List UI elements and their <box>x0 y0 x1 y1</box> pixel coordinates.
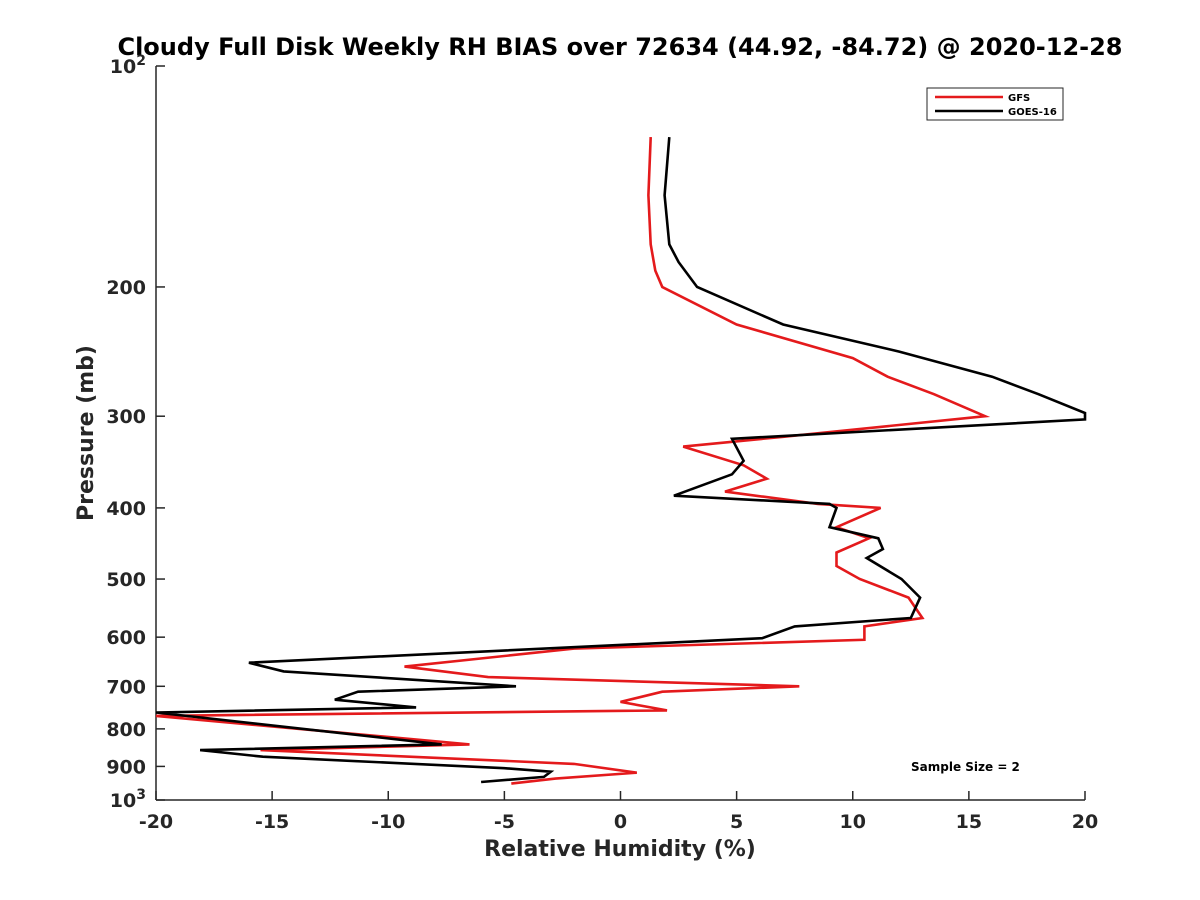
x-tick-label: 5 <box>730 811 743 833</box>
x-tick-label: -20 <box>139 811 173 833</box>
legend-label-goes16: GOES-16 <box>1008 107 1057 118</box>
plot-area: -20 -15 -10 -5 0 5 10 15 20 10220030040050060070… <box>106 53 1098 833</box>
y-tick-label-base: 900 <box>106 756 146 778</box>
y-tick-label: 300 <box>106 406 146 428</box>
x-tick-label: -10 <box>371 811 405 833</box>
legend-label-gfs: GFS <box>1008 93 1030 104</box>
legend-box <box>926 87 1064 121</box>
y-tick-label: 200 <box>106 277 146 299</box>
x-tick-label: -15 <box>255 811 289 833</box>
chart-title: Cloudy Full Disk Weekly RH BIAS over 726… <box>117 33 1122 61</box>
x-tick-label: 20 <box>1072 811 1098 833</box>
y-tick-label: 400 <box>106 498 146 520</box>
x-tick-label: 15 <box>956 811 982 833</box>
y-tick-label: 103 <box>110 787 146 812</box>
y-tick-label-base: 200 <box>106 277 146 299</box>
y-tick-label-base: 10 <box>110 56 136 78</box>
y-tick-label-base: 500 <box>106 569 146 591</box>
y-tick-label: 102 <box>110 53 146 78</box>
y-tick-label-base: 800 <box>106 719 146 741</box>
y-tick-label-base: 10 <box>110 790 136 812</box>
y-tick-label-exponent: 2 <box>136 53 146 69</box>
y-tick-label: 900 <box>106 756 146 778</box>
y-tick-label: 500 <box>106 569 146 591</box>
y-tick-label: 800 <box>106 719 146 741</box>
sample-size-annotation: Sample Size = 2 <box>911 760 1020 774</box>
x-tick-label: 10 <box>840 811 866 833</box>
y-tick-label-base: 600 <box>106 627 146 649</box>
series-lines <box>155 136 1087 785</box>
y-tick-label-base: 400 <box>106 498 146 520</box>
y-tick-label-base: 300 <box>106 406 146 428</box>
series-line-goes16 <box>155 136 1087 784</box>
y-axis-label: Pressure (mb) <box>74 345 99 521</box>
y-tick-label-exponent: 3 <box>136 787 146 803</box>
y-tick-label: 700 <box>106 676 146 698</box>
x-tick-label: -5 <box>494 811 515 833</box>
series-line-gfs <box>155 137 991 785</box>
y-tick-label-base: 700 <box>106 676 146 698</box>
x-tick-label: 0 <box>614 811 627 833</box>
legend: GFS GOES-16 <box>926 87 1064 121</box>
y-tick-label: 600 <box>106 627 146 649</box>
x-axis-label: Relative Humidity (%) <box>484 837 756 862</box>
x-axis-ticks: -20 -15 -10 -5 0 5 10 15 20 <box>139 791 1098 833</box>
